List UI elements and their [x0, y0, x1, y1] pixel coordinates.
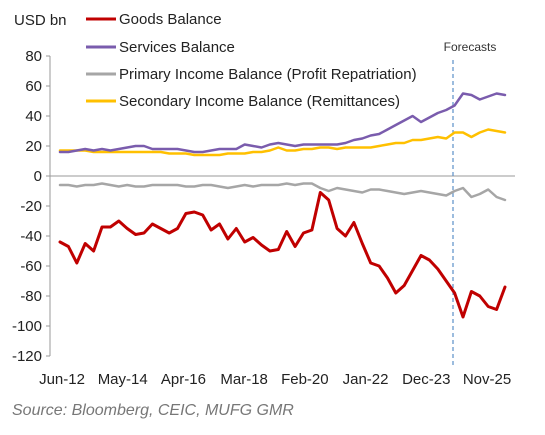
y-tick-label: -40 [20, 228, 42, 245]
legend: Goods Balance Services Balance Primary Inc… [86, 7, 442, 111]
legend-label-2: Services Balance [119, 39, 235, 56]
x-tick-label: Jan-22 [343, 371, 389, 388]
legend-label-backdrop [116, 35, 236, 57]
y-tick-label: 80 [25, 48, 42, 65]
legend-label-3: Primary Income Balance (Profit Repatriat… [119, 66, 417, 83]
y-tick-label: -80 [20, 288, 42, 305]
forecast-label: Forecasts [444, 40, 497, 54]
legend-label-1: Goods Balance [119, 11, 222, 28]
x-tick-label: May-14 [98, 371, 148, 388]
y-tick-label: 60 [25, 78, 42, 95]
series-line-2 [58, 92, 507, 154]
x-tick-label: Nov-25 [463, 371, 511, 388]
source-note: Source: Bloomberg, CEIC, MUFG GMR [12, 402, 294, 419]
y-tick-label: -100 [12, 318, 42, 335]
series-line-1 [58, 191, 507, 319]
chart-axes: 80 60 40 20 0 -20 -40 -60 -80 -100 -120 USD bn Jun-1… [12, 12, 515, 388]
series-line-3 [58, 182, 507, 202]
y-tick-label: -60 [20, 258, 42, 275]
y-tick-label: -120 [12, 348, 42, 365]
series-line-4 [58, 128, 507, 157]
y-tick-label: 20 [25, 138, 42, 155]
series-layer [58, 92, 507, 319]
legend-label-backdrop [116, 89, 428, 111]
x-tick-label: Dec-23 [402, 371, 450, 388]
legend-label-4: Secondary Income Balance (Remittances) [119, 93, 400, 110]
line-chart: 80 60 40 20 0 -20 -40 -60 -80 -100 -120 USD bn Jun-1… [11, 7, 515, 388]
legend-label-backdrop [116, 7, 236, 29]
x-tick-label: Jun-12 [39, 371, 85, 388]
y-tick-label: 0 [34, 168, 42, 185]
x-tick-label: Apr-16 [161, 371, 206, 388]
y-axis-label: USD bn [14, 12, 67, 29]
x-tick-label: Mar-18 [220, 371, 268, 388]
y-tick-label: -20 [20, 198, 42, 215]
legend-label-backdrop [116, 62, 442, 84]
x-tick-label: Feb-20 [281, 371, 329, 388]
y-tick-label: 40 [25, 108, 42, 125]
